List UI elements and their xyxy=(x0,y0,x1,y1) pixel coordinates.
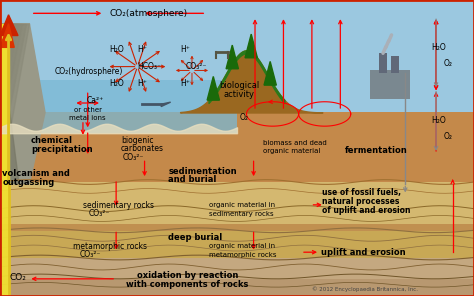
Bar xyxy=(0,224,474,231)
Text: volcanism and: volcanism and xyxy=(2,169,70,178)
Text: metamorphic rocks: metamorphic rocks xyxy=(209,252,276,258)
Text: chemical: chemical xyxy=(31,136,73,145)
Polygon shape xyxy=(0,24,18,104)
Text: use of fossil fuels,: use of fossil fuels, xyxy=(322,189,401,197)
Bar xyxy=(0,279,474,296)
Text: H₂O: H₂O xyxy=(431,44,446,52)
Polygon shape xyxy=(0,24,10,50)
Text: precipitation: precipitation xyxy=(31,145,92,154)
Text: with components of rocks: with components of rocks xyxy=(126,280,248,289)
Polygon shape xyxy=(245,34,257,58)
Polygon shape xyxy=(0,24,22,130)
Text: CO₂(hydrosphere): CO₂(hydrosphere) xyxy=(55,67,123,75)
Text: oxidation by reaction: oxidation by reaction xyxy=(137,271,239,280)
Bar xyxy=(0,258,474,280)
Text: fermentation: fermentation xyxy=(345,147,408,155)
Polygon shape xyxy=(264,62,276,85)
Bar xyxy=(391,56,399,73)
Text: CO₃²⁻: CO₃²⁻ xyxy=(186,62,208,71)
Text: Ca²⁺: Ca²⁺ xyxy=(86,96,103,105)
Bar xyxy=(0,112,474,184)
Text: CO₃²⁻: CO₃²⁻ xyxy=(80,250,101,259)
Text: © 2012 Encyclopaedia Britannica, Inc.: © 2012 Encyclopaedia Britannica, Inc. xyxy=(312,287,418,292)
Text: metal ions: metal ions xyxy=(69,115,106,121)
Text: metamorphic rocks: metamorphic rocks xyxy=(73,242,147,251)
Text: sedimentary rocks: sedimentary rocks xyxy=(83,201,154,210)
Bar xyxy=(370,70,410,99)
Text: and burial: and burial xyxy=(168,176,217,184)
Polygon shape xyxy=(0,24,14,47)
Bar xyxy=(0,24,9,296)
Bar xyxy=(0,182,474,225)
Text: H⁺: H⁺ xyxy=(180,79,190,88)
Text: CO₂: CO₂ xyxy=(9,273,27,282)
Text: O₂: O₂ xyxy=(444,132,452,141)
Bar xyxy=(379,53,387,73)
Text: CO₃²⁻: CO₃²⁻ xyxy=(89,209,110,218)
Text: organic material in: organic material in xyxy=(209,243,275,249)
Text: H₂O: H₂O xyxy=(109,79,124,88)
Text: deep burial: deep burial xyxy=(168,233,222,242)
Text: CO₂(atmosphere): CO₂(atmosphere) xyxy=(109,9,187,18)
Polygon shape xyxy=(161,102,171,107)
Text: biogenic: biogenic xyxy=(121,136,154,145)
Text: natural processes: natural processes xyxy=(322,197,400,206)
Polygon shape xyxy=(0,24,14,77)
Text: O₂: O₂ xyxy=(444,59,452,68)
Text: organic material in: organic material in xyxy=(209,202,275,208)
Text: of uplift and erosion: of uplift and erosion xyxy=(322,206,411,215)
Text: H⁺: H⁺ xyxy=(137,79,147,88)
Text: O₂: O₂ xyxy=(240,113,248,122)
Polygon shape xyxy=(207,76,219,100)
Polygon shape xyxy=(0,36,19,184)
Bar xyxy=(0,80,237,133)
Text: outgassing: outgassing xyxy=(2,178,55,186)
Text: H₂O: H₂O xyxy=(431,116,446,125)
Text: uplift and erosion: uplift and erosion xyxy=(321,248,406,257)
Text: biomass and dead: biomass and dead xyxy=(263,140,327,146)
Text: sedimentary rocks: sedimentary rocks xyxy=(209,211,273,217)
Text: biological: biological xyxy=(219,81,259,90)
Text: HCO₃⁻: HCO₃⁻ xyxy=(137,62,161,71)
Bar xyxy=(0,0,474,112)
Text: activity: activity xyxy=(224,90,255,99)
Polygon shape xyxy=(0,24,29,184)
Text: CO₃²⁻: CO₃²⁻ xyxy=(122,153,144,162)
Polygon shape xyxy=(0,24,45,184)
Bar xyxy=(0,231,474,258)
Text: H⁺: H⁺ xyxy=(137,45,147,54)
Text: H₂O: H₂O xyxy=(109,45,124,54)
Text: H⁺: H⁺ xyxy=(180,45,190,54)
Text: sedimentation: sedimentation xyxy=(168,167,237,176)
Text: or other: or other xyxy=(73,107,102,113)
Polygon shape xyxy=(226,45,238,69)
Polygon shape xyxy=(0,15,18,36)
Polygon shape xyxy=(0,24,26,157)
Text: organic material: organic material xyxy=(263,148,320,154)
Text: carbonates: carbonates xyxy=(121,144,164,153)
